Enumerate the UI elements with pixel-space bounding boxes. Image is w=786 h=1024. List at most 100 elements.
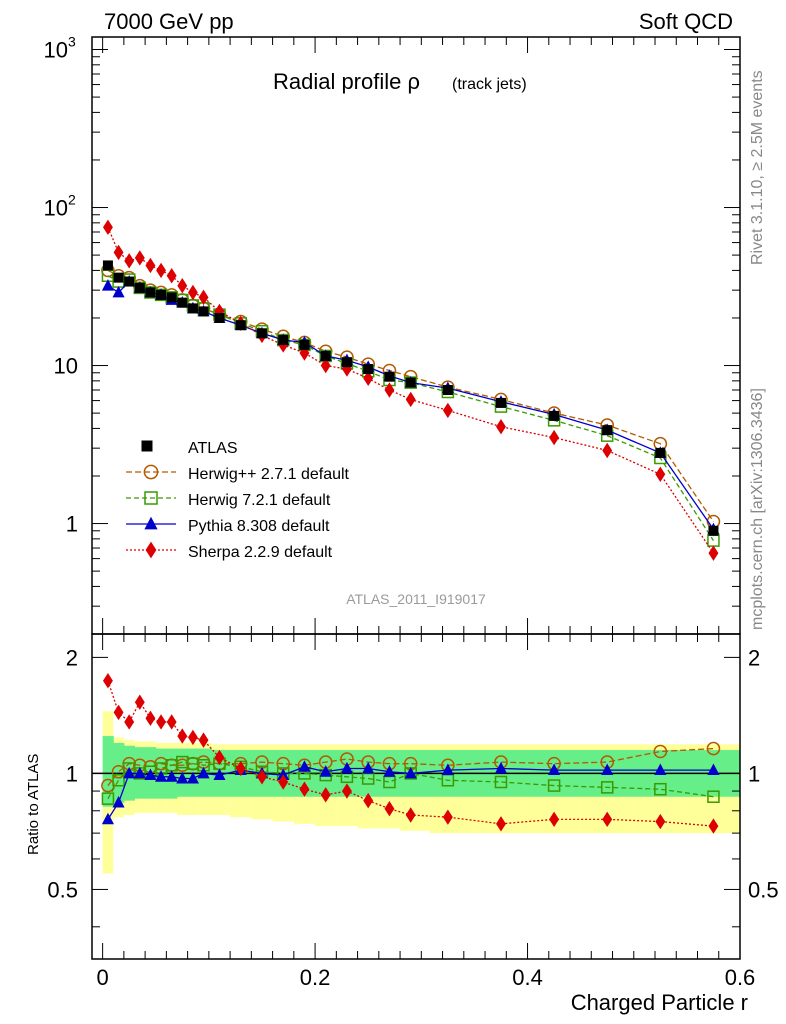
y-tick-label: 10 [44,38,68,63]
legend-item: Sherpa 2.2.9 default [126,541,333,561]
marker-triangle [277,768,290,781]
legend-label: ATLAS [188,440,238,457]
marker-triangle [213,768,226,781]
marker-diamond [342,783,352,799]
marker-square-filled [198,306,209,317]
marker-diamond [549,811,560,828]
marker-triangle [548,763,561,776]
marker-diamond [708,818,719,834]
series-line [107,227,714,554]
ratio-tick-label: 2 [66,645,78,670]
header-right: Soft QCD [639,9,733,34]
y-tick-label: 1 [66,512,78,537]
marker-diamond [320,787,331,803]
legend-label: Herwig 7.2.1 default [188,492,331,509]
marker-triangle [319,765,332,777]
marker-square-filled [320,350,331,361]
marker-square [144,491,158,505]
legend-label: Herwig++ 2.7.1 default [188,466,350,483]
marker-square-filled [341,357,352,368]
marker-square-filled [113,272,124,283]
ratio-band-inner [102,736,114,807]
marker-diamond [177,728,188,744]
marker-triangle [654,763,667,776]
marker-square [547,779,561,792]
marker-diamond [384,382,395,398]
marker-square-filled [102,260,113,271]
ratio-tick-label: 1 [748,761,760,786]
marker-triangle [404,766,417,779]
marker-triangle [154,770,168,782]
chart-title-suffix: (track jets) [452,76,527,93]
marker-diamond [177,278,188,294]
marker-diamond [145,710,156,726]
marker-triangle [101,812,114,825]
marker-diamond [655,813,666,830]
marker-diamond [214,749,225,766]
marker-square-filled [256,328,267,339]
marker-square-filled [166,292,177,303]
marker-square-filled [177,297,188,308]
marker-triangle [298,760,311,772]
marker-diamond [145,541,157,559]
y-tick-label-exponent: 2 [68,192,76,208]
data-series [101,219,721,834]
marker-triangle [176,771,189,784]
marker-square-filled [235,320,246,331]
marker-diamond [602,811,613,828]
ratio-tick-label: 1 [66,761,78,786]
header-left: 7000 GeV pp [104,9,234,34]
series-sherpa-2-2-9-default [102,219,719,834]
marker-triangle [112,285,125,298]
marker-square-filled [363,364,374,375]
legend: ATLAS Herwig++ 2.7.1 default Herwig 7.2.1 … [126,440,350,561]
marker-square-filled [384,371,395,382]
marker-triangle [144,516,158,530]
marker-triangle [165,770,178,782]
marker-diamond [405,391,416,408]
marker-square-filled [708,525,719,536]
marker-diamond [102,219,113,235]
marker-diamond [187,729,198,746]
marker-triangle [601,763,614,776]
marker-triangle [340,761,354,774]
marker-diamond [156,262,166,279]
marker-diamond [187,284,198,301]
marker-square-filled [299,339,310,350]
marker-diamond [655,466,666,482]
marker-diamond [363,792,374,809]
legend-item-atlas: ATLAS [141,440,238,457]
rivet-label: Rivet 3.1.10, ≥ 2.5M events [749,70,766,265]
marker-square-filled [145,287,156,298]
marker-diamond [278,774,289,790]
ratio-y-axis-label: Ratio to ATLAS [25,754,42,855]
ratio-tick-label: 0.5 [47,877,78,902]
marker-diamond [442,402,453,419]
marker-square-filled [495,397,506,408]
ratio-panel-frame [91,633,741,960]
marker-square-filled [655,447,666,458]
marker-circle [111,764,126,779]
marker-square-filled [602,425,613,436]
marker-circle [143,464,159,480]
marker-square-filled [442,385,453,396]
marker-square-filled [134,282,145,293]
marker-diamond [124,253,135,269]
marker-diamond [320,357,331,374]
marker-triangle [362,761,375,774]
marker-square-filled [214,312,225,323]
marker-diamond [145,257,156,274]
legend-item: Herwig 7.2.1 default [126,491,331,509]
marker-triangle [494,761,508,774]
marker-diamond [363,370,374,387]
mcplots-label: mcplots.cern.ch [arXiv:1306.3436] [749,388,766,630]
ratio-tick-label: 2 [748,645,760,670]
marker-square-filled [278,335,289,346]
ratio-line [107,761,714,799]
x-tick-label: 0.4 [512,965,543,990]
ratio-tick-label: 0.5 [748,877,779,902]
marker-square-filled [187,303,198,314]
marker-square-filled [124,276,135,287]
